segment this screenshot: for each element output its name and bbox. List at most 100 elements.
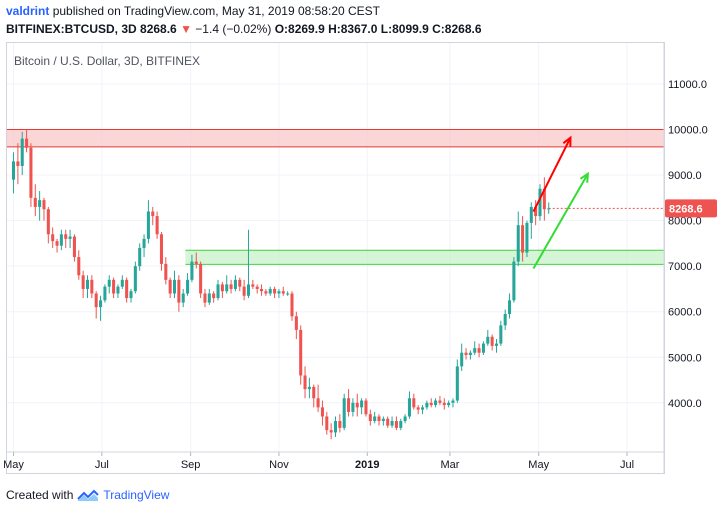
candle-body xyxy=(94,293,98,308)
candle-body xyxy=(299,329,303,376)
author-link[interactable]: valdrint xyxy=(6,4,50,18)
candle-body xyxy=(146,211,150,239)
candle-body xyxy=(194,261,198,264)
candle-body xyxy=(264,291,268,294)
candle-body xyxy=(16,161,20,166)
x-tick-label: Jul xyxy=(620,459,634,471)
candle-body xyxy=(303,375,307,390)
candle-body xyxy=(251,284,255,287)
published-text: published on TradingView.com, May 31, 20… xyxy=(52,4,381,18)
candle-body xyxy=(486,336,490,344)
candle-body xyxy=(386,418,390,426)
ohlc-values: O:8269.9 H:8367.0 L:8099.9 C:8268.6 xyxy=(274,22,482,36)
candle-body xyxy=(220,284,224,292)
candle-body xyxy=(420,407,425,410)
candle-body xyxy=(412,398,416,408)
candle-body xyxy=(255,286,259,289)
candle-body xyxy=(138,247,142,267)
candle-body xyxy=(203,293,207,303)
red-arrow-head xyxy=(562,135,572,147)
candle-body xyxy=(216,284,220,299)
candle-body xyxy=(538,188,542,217)
candle-body xyxy=(434,400,438,406)
candle-body xyxy=(364,400,368,415)
candle-body xyxy=(529,206,533,223)
candle-body xyxy=(51,234,55,242)
candle-body xyxy=(503,313,507,326)
candle-body xyxy=(164,263,168,280)
candle-body xyxy=(68,236,72,239)
candle-body xyxy=(473,348,477,353)
candle-body xyxy=(142,238,146,248)
candle-body xyxy=(81,275,85,289)
y-tick-label: 4000.0 xyxy=(668,398,702,410)
y-tick-label: 11000.0 xyxy=(668,79,707,91)
candle-body xyxy=(172,279,177,294)
candle-body xyxy=(129,291,133,299)
x-tick-label: Nov xyxy=(269,459,289,471)
candle-body xyxy=(77,257,81,276)
y-tick-label: 7000.0 xyxy=(668,261,702,273)
candle-body xyxy=(360,400,364,408)
candle-body xyxy=(477,348,481,353)
candle-body xyxy=(42,200,46,210)
candle-body xyxy=(455,366,459,401)
candle-body xyxy=(325,416,329,431)
symbol-label: BITFINEX:BTCUSD, 3D xyxy=(6,22,137,36)
created-with-label: Created with xyxy=(6,488,74,502)
tradingview-logo-icon xyxy=(77,489,100,501)
candle-body xyxy=(38,200,42,207)
candle-body xyxy=(59,234,63,246)
candle-body xyxy=(286,293,290,295)
candle-body xyxy=(425,402,429,408)
candle-body xyxy=(312,386,316,399)
candle-body xyxy=(377,416,381,422)
candle-body xyxy=(390,421,394,426)
candle-body xyxy=(46,209,50,235)
candle-body xyxy=(33,197,37,207)
x-tick-label: Jul xyxy=(95,459,109,471)
candle-body xyxy=(481,343,485,353)
candle-body xyxy=(512,261,516,301)
candle-body xyxy=(103,286,107,301)
y-tick-label: 8000.0 xyxy=(668,216,702,228)
red-arrow-shaft xyxy=(532,137,572,212)
y-tick-label: 9000.0 xyxy=(668,170,702,182)
candle-body xyxy=(242,286,246,296)
chart-legend-title: Bitcoin / U.S. Dollar, 3D, BITFINEX xyxy=(14,54,201,68)
candle-body xyxy=(508,300,512,314)
candle-body xyxy=(447,402,451,406)
candle-body xyxy=(233,279,237,289)
candle-body xyxy=(407,398,411,417)
candle-body xyxy=(521,225,525,253)
candle-body xyxy=(212,293,216,299)
candle-body xyxy=(190,261,194,280)
candle-body xyxy=(460,352,464,367)
candle-body xyxy=(373,416,377,422)
candle-body xyxy=(381,418,385,422)
support-zone xyxy=(185,250,664,265)
candle-body xyxy=(281,291,285,294)
candle-body xyxy=(133,266,137,292)
candle-body xyxy=(112,279,116,294)
candle-body xyxy=(516,225,520,262)
candle-body xyxy=(416,407,420,410)
candle-body xyxy=(55,241,59,246)
x-tick-label: 2019 xyxy=(355,459,379,471)
candle-body xyxy=(307,386,311,390)
green-arrow-shaft xyxy=(532,173,589,269)
candle-body xyxy=(229,284,233,289)
candle-body xyxy=(451,400,455,403)
candle-body xyxy=(499,325,503,344)
last-price-tag-label: 8268.6 xyxy=(669,203,703,215)
candle-body xyxy=(355,402,359,408)
price-change: −1.4 (−0.02%) xyxy=(195,22,272,36)
footer: Created with TradingView xyxy=(6,488,169,502)
x-tick-label: Sep xyxy=(181,459,201,471)
tradingview-link[interactable]: TradingView xyxy=(103,488,170,502)
candle-body xyxy=(277,291,281,294)
down-triangle-icon: ▼ xyxy=(180,22,192,36)
candle-body xyxy=(72,236,76,258)
candle-body xyxy=(260,288,264,292)
